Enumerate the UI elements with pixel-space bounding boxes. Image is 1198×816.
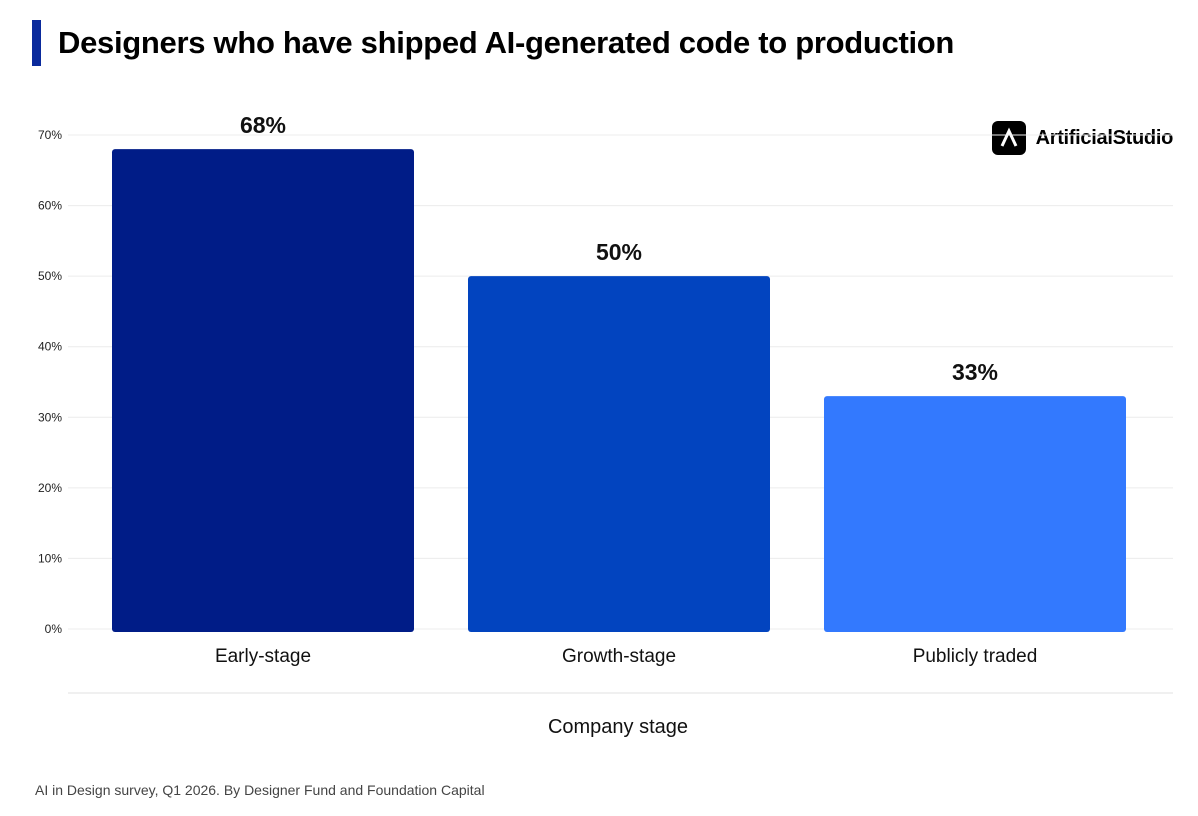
value-labels: 68% 50% 33%: [240, 112, 998, 385]
lambda-icon: [991, 121, 1026, 155]
y-tick-label: 30%: [38, 410, 62, 424]
category-label: Growth-stage: [562, 646, 676, 667]
y-tick-label: 40%: [38, 340, 62, 354]
y-tick-label: 70%: [38, 128, 62, 142]
brand-name: ArtificialStudio: [1035, 126, 1174, 149]
source-note: AI in Design survey, Q1 2026. By Designe…: [35, 782, 485, 798]
y-tick-label: 50%: [38, 269, 62, 283]
title-accent-bar: [32, 20, 41, 66]
category-label: Early-stage: [215, 646, 311, 667]
bar-early-stage: [112, 149, 414, 632]
value-label: 50%: [596, 239, 642, 265]
bar-publicly-traded: [824, 396, 1126, 632]
y-axis-ticks: 0% 10% 20% 30% 40% 50% 60% 70%: [38, 128, 62, 636]
y-tick-label: 60%: [38, 199, 62, 213]
title-block: Designers who have shipped AI-generated …: [32, 20, 954, 66]
brand-logo: ArtificialStudio: [991, 121, 1174, 155]
x-axis-title: Company stage: [548, 716, 688, 738]
y-tick-label: 20%: [38, 481, 62, 495]
value-label: 68%: [240, 112, 286, 138]
value-label: 33%: [952, 359, 998, 385]
y-tick-label: 0%: [45, 622, 63, 636]
bar-growth-stage: [468, 276, 770, 632]
category-label: Publicly traded: [913, 646, 1038, 667]
bars: [112, 149, 1126, 632]
y-tick-label: 10%: [38, 551, 62, 565]
category-labels: Early-stage Growth-stage Publicly traded: [215, 646, 1037, 667]
chart-title: Designers who have shipped AI-generated …: [58, 25, 955, 60]
